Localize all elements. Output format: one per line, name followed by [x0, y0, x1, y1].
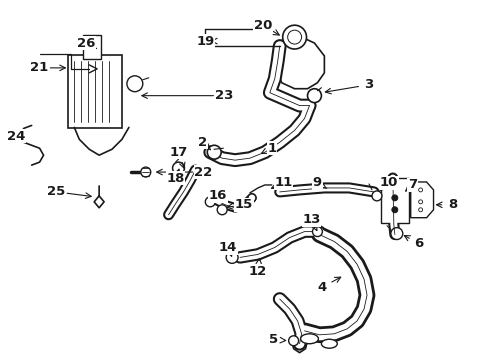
- Text: 13: 13: [302, 213, 320, 226]
- Circle shape: [313, 227, 322, 237]
- FancyBboxPatch shape: [83, 35, 101, 59]
- Text: 24: 24: [6, 130, 25, 143]
- Ellipse shape: [300, 334, 318, 344]
- Circle shape: [205, 197, 215, 207]
- FancyBboxPatch shape: [69, 55, 122, 129]
- Text: 18: 18: [166, 171, 185, 185]
- Text: 15: 15: [235, 198, 253, 211]
- Circle shape: [127, 76, 143, 92]
- Text: 17: 17: [170, 146, 188, 159]
- Circle shape: [288, 30, 301, 44]
- Text: 2: 2: [198, 136, 207, 149]
- Circle shape: [283, 25, 307, 49]
- Text: 26: 26: [77, 37, 96, 50]
- Text: 3: 3: [365, 78, 374, 91]
- Text: 20: 20: [254, 19, 272, 32]
- Circle shape: [141, 167, 151, 177]
- Bar: [381, 178, 409, 223]
- Circle shape: [172, 162, 184, 174]
- Circle shape: [392, 195, 398, 201]
- Text: 14: 14: [219, 241, 237, 254]
- Circle shape: [217, 205, 227, 215]
- Circle shape: [418, 188, 422, 192]
- Ellipse shape: [321, 339, 337, 348]
- Text: 7: 7: [408, 179, 417, 192]
- Text: 23: 23: [215, 89, 233, 102]
- Circle shape: [289, 336, 298, 346]
- Circle shape: [392, 207, 398, 213]
- Text: 1: 1: [267, 142, 276, 155]
- Text: 4: 4: [318, 281, 327, 294]
- Circle shape: [418, 208, 422, 212]
- Text: 6: 6: [414, 237, 423, 250]
- Text: 10: 10: [380, 176, 398, 189]
- Text: 9: 9: [313, 176, 322, 189]
- Circle shape: [392, 183, 398, 189]
- Text: 22: 22: [194, 166, 213, 179]
- Text: 11: 11: [274, 176, 293, 189]
- Text: 16: 16: [209, 189, 227, 202]
- Text: 5: 5: [269, 333, 278, 346]
- Circle shape: [308, 89, 321, 103]
- Circle shape: [372, 191, 382, 201]
- Circle shape: [207, 145, 221, 159]
- Circle shape: [391, 228, 403, 239]
- Text: 25: 25: [48, 185, 66, 198]
- Text: 12: 12: [249, 265, 267, 278]
- Circle shape: [226, 251, 238, 264]
- Circle shape: [418, 200, 422, 204]
- Text: 19: 19: [196, 35, 215, 48]
- Text: 21: 21: [30, 61, 49, 75]
- Circle shape: [248, 194, 256, 202]
- Text: 8: 8: [448, 198, 457, 211]
